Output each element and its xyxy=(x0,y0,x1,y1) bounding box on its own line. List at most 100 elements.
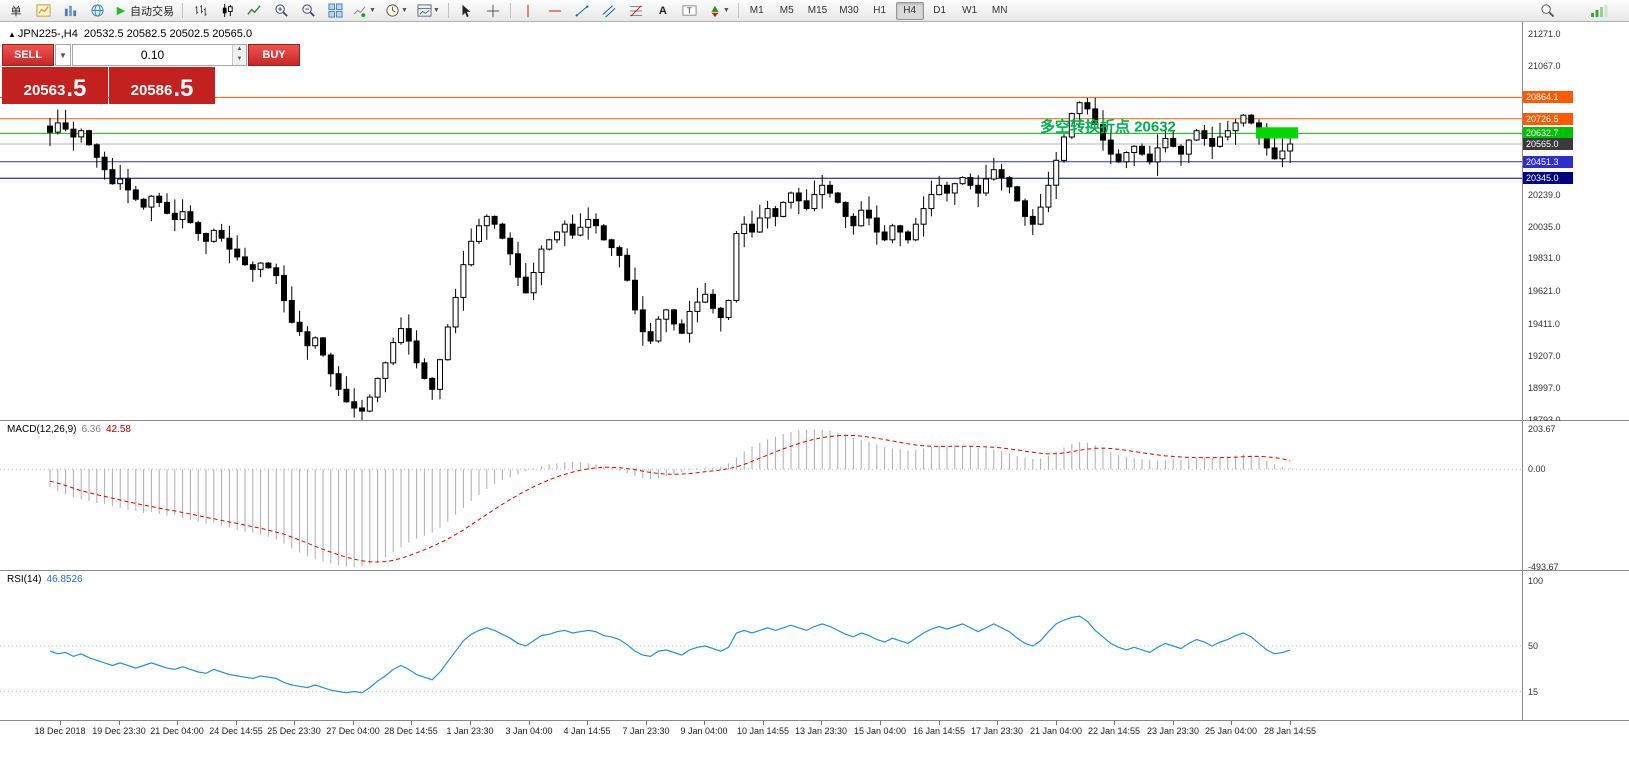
time-axis-tick xyxy=(236,721,237,725)
timeframe-button-mn[interactable]: MN xyxy=(991,5,1008,16)
time-axis-label: 18 Dec 2018 xyxy=(34,726,86,736)
svg-text:T: T xyxy=(687,5,692,15)
time-axis-label: 28 Dec 14:55 xyxy=(384,726,438,736)
trendline-button[interactable] xyxy=(569,1,595,21)
zoom-out-button[interactable] xyxy=(295,1,321,21)
price-axis-label: 20239.0 xyxy=(1528,190,1561,200)
main-toolbar: 单 自动交易 ▼ ▼ ▼ A T ▼ M1 M5 M15 M30 H1 H4 D1 W1 MN xyxy=(0,0,1629,22)
new-chart-button[interactable] xyxy=(30,1,56,21)
candlestick-chart-button[interactable] xyxy=(214,1,240,21)
crosshair-button[interactable] xyxy=(480,1,506,21)
time-axis-tick xyxy=(763,721,764,725)
globe-icon xyxy=(90,4,104,17)
timeframe-button-m30[interactable]: M30 xyxy=(839,5,859,16)
price-axis-label: 18997.0 xyxy=(1528,383,1561,393)
buy-price-main: 20586 xyxy=(130,82,173,99)
indicators-button[interactable]: ▼ xyxy=(349,1,380,21)
macd-axis-label: 203.67 xyxy=(1528,424,1556,434)
timeframe-button-d1[interactable]: D1 xyxy=(933,5,947,16)
buy-price-button[interactable]: 20586 .5 xyxy=(109,67,215,104)
main-chart-svg[interactable]: 多空转换折点 20632 xyxy=(0,22,1522,423)
time-axis-tick xyxy=(939,721,940,725)
symbol-marker-icon[interactable]: ▲ xyxy=(8,30,16,39)
tile-windows-button[interactable] xyxy=(322,1,348,21)
vertical-line-icon xyxy=(527,4,529,17)
zoom-in-button[interactable] xyxy=(268,1,294,21)
timeframe-button-m1[interactable]: M1 xyxy=(749,5,764,16)
time-axis-label: 25 Jan 04:00 xyxy=(1204,726,1258,736)
time-axis[interactable]: 18 Dec 2018 19 Dec 23:30 21 Dec 04:00 24 De… xyxy=(0,721,1522,773)
autotrade-button[interactable]: 自动交易 xyxy=(111,1,178,21)
price-axis-label: 19207.0 xyxy=(1528,351,1561,361)
time-axis-label: 3 Jan 04:00 xyxy=(505,726,553,736)
horizontal-line-button[interactable] xyxy=(542,1,568,21)
time-axis-label: 4 Jan 14:55 xyxy=(563,726,611,736)
lot-spinner-up-icon[interactable]: ▲ xyxy=(233,45,246,55)
main-chart-panel[interactable]: 多空转换折点 20632 ▲ JPN225-,H4 20532.5 20582.5 … xyxy=(0,22,1522,423)
sell-button[interactable]: SELL xyxy=(2,44,54,66)
autotrade-label: 自动交易 xyxy=(130,5,174,18)
timeframe-button-m15[interactable]: M15 xyxy=(807,5,828,16)
fibonacci-button[interactable] xyxy=(623,1,649,21)
arrows-button[interactable]: ▼ xyxy=(704,1,734,21)
time-axis-tick xyxy=(704,721,705,725)
price-level-badge: 20451.3 xyxy=(1523,156,1573,168)
symbol-ohlc: 20532.5 20582.5 20502.5 20565.0 xyxy=(83,28,253,40)
channel-button[interactable] xyxy=(596,1,622,21)
toolbar-separator xyxy=(447,3,449,18)
sell-price-button[interactable]: 20563 .5 xyxy=(2,67,108,104)
timeframe-button-m5[interactable]: M5 xyxy=(779,5,794,16)
text-label-button[interactable]: T xyxy=(677,1,703,21)
order-type-dropdown[interactable]: ▼ xyxy=(55,44,71,66)
search-icon xyxy=(1540,4,1554,18)
rsi-axis-label: 15 xyxy=(1528,687,1539,697)
cursor-icon xyxy=(462,4,471,17)
time-axis-label: 7 Jan 23:30 xyxy=(622,726,670,736)
line-chart-button[interactable] xyxy=(241,1,267,21)
sell-price-pips: .5 xyxy=(66,75,87,102)
bar-chart-button[interactable] xyxy=(187,1,213,21)
web-terminal-button[interactable] xyxy=(84,1,110,21)
vertical-line-button[interactable] xyxy=(515,1,541,21)
lot-spinner[interactable]: ▲ ▼ xyxy=(232,45,246,65)
zoom-in-icon xyxy=(274,4,288,17)
clock-icon xyxy=(386,4,399,17)
rsi-panel[interactable]: RSI(14) 46.8526 xyxy=(0,571,1522,721)
cursor-button[interactable] xyxy=(453,1,479,21)
timeframe-button-w1[interactable]: W1 xyxy=(962,5,978,16)
text-button[interactable]: A xyxy=(658,4,667,17)
buy-button[interactable]: BUY xyxy=(248,44,300,66)
rsi-chart-svg[interactable] xyxy=(0,571,1522,720)
time-axis-label: 24 Dec 14:55 xyxy=(209,726,263,736)
lot-size-field: ▲▼ xyxy=(72,44,247,66)
connection-bars-icon xyxy=(1591,4,1608,17)
price-axis-label: 20035.0 xyxy=(1528,222,1561,232)
price-axis-label: 19621.0 xyxy=(1528,286,1561,296)
lot-spinner-down-icon[interactable]: ▼ xyxy=(233,55,246,65)
time-axis-tick xyxy=(646,721,647,725)
buy-price-pips: .5 xyxy=(173,75,194,102)
symbol-info: ▲ JPN225-,H4 20532.5 20582.5 20502.5 20565… xyxy=(8,28,252,40)
zoom-out-icon xyxy=(301,4,315,17)
macd-axis-label: 0.00 xyxy=(1528,464,1546,474)
macd-chart-svg[interactable] xyxy=(0,421,1522,570)
market-watch-button[interactable] xyxy=(57,1,83,21)
time-axis-label: 1 Jan 23:30 xyxy=(446,726,494,736)
lot-size-input[interactable] xyxy=(73,45,232,65)
price-axis[interactable]: 21271.0 21067.0 20239.0 20035.0 19831.0 19621… xyxy=(1522,22,1629,425)
new-order-button[interactable]: 单 xyxy=(10,5,22,18)
price-level-badge: 20632.7 xyxy=(1523,127,1573,139)
search-button[interactable] xyxy=(1534,1,1560,21)
horizontal-line-icon xyxy=(548,10,561,11)
macd-panel[interactable]: MACD(12,26,9) 6.36 42.58 xyxy=(0,421,1522,571)
periods-button[interactable]: ▼ xyxy=(381,1,412,21)
toolbar-separator xyxy=(182,3,183,18)
time-axis-label: 15 Jan 04:00 xyxy=(853,726,907,736)
toolbar-separator xyxy=(509,3,511,18)
trendline-icon xyxy=(575,4,589,17)
time-axis-tick xyxy=(1173,721,1174,725)
timeframe-button-h1[interactable]: H1 xyxy=(873,5,887,16)
timeframe-button-h4[interactable]: H4 xyxy=(895,1,924,20)
templates-button[interactable]: ▼ xyxy=(413,1,444,21)
current-price-badge: 20565.0 xyxy=(1523,138,1573,150)
